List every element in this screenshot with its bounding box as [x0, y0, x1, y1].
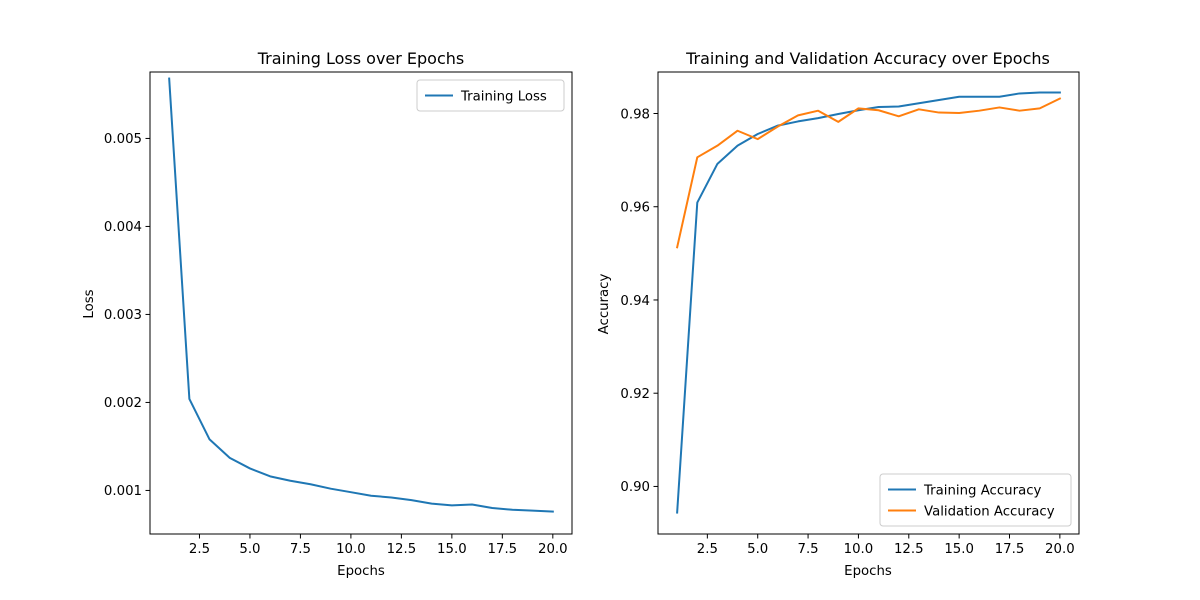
- accuracy-legend: Training Accuracy Validation Accuracy: [879, 473, 1072, 527]
- accuracy-legend-label-1: Validation Accuracy: [924, 504, 1055, 519]
- loss-x-tick-label: 17.5: [488, 542, 518, 557]
- accuracy-x-tick-label: 15.0: [944, 542, 974, 557]
- loss-plot-area: 2.5 5.0 7.5 10.0 12.5 15.0 17.5 20.0 0.001 0.002 0…: [104, 71, 573, 557]
- accuracy-y-tick-label: 0.90: [620, 480, 650, 495]
- accuracy-x-tick-label: 7.5: [797, 542, 818, 557]
- loss-y-tick-label: 0.005: [104, 132, 142, 147]
- loss-chart-title: Training Loss over Epochs: [257, 49, 465, 68]
- accuracy-plot-area: 2.5 5.0 7.5 10.0 12.5 15.0 17.5 20.0 0.90 0.92 0.9…: [620, 71, 1080, 557]
- loss-axes-frame: [149, 71, 573, 535]
- accuracy-x-tick-label: 10.0: [844, 542, 874, 557]
- loss-x-tick-label: 5.0: [239, 542, 260, 557]
- accuracy-y-tick-label: 0.98: [620, 107, 650, 122]
- loss-y-tick-label: 0.001: [104, 484, 142, 499]
- accuracy-x-tick-label: 2.5: [697, 542, 718, 557]
- accuracy-y-tick-label: 0.94: [620, 294, 650, 309]
- accuracy-x-tick-label: 5.0: [747, 542, 768, 557]
- loss-y-tick-label: 0.002: [104, 396, 142, 411]
- accuracy-y-tick-label: 0.96: [620, 201, 650, 216]
- loss-y-axis-label: Loss: [82, 289, 97, 318]
- accuracy-axes-frame: [657, 71, 1080, 535]
- accuracy-x-tick-label: 20.0: [1045, 542, 1075, 557]
- loss-legend-box: [416, 79, 565, 112]
- accuracy-x-tick-label: 17.5: [995, 542, 1025, 557]
- loss-legend: Training Loss: [416, 79, 565, 112]
- loss-chart: Training Loss over Epochs 2.5 5.0 7.5 10.0 1…: [82, 49, 573, 579]
- loss-y-tick-label: 0.004: [104, 220, 142, 235]
- loss-x-tick-label: 20.0: [538, 542, 568, 557]
- loss-x-tick-label: 2.5: [189, 542, 210, 557]
- accuracy-chart-title: Training and Validation Accuracy over Ep…: [685, 49, 1050, 68]
- loss-x-tick-label: 15.0: [437, 542, 467, 557]
- loss-legend-label-0: Training Loss: [460, 89, 547, 104]
- accuracy-x-tick-label: 12.5: [894, 542, 924, 557]
- loss-series-line-0: [168, 77, 554, 513]
- loss-x-axis-label: Epochs: [337, 564, 385, 579]
- accuracy-y-axis-label: Accuracy: [597, 274, 612, 335]
- accuracy-y-tick-label: 0.92: [620, 387, 650, 402]
- accuracy-series-line-1: [675, 97, 1062, 249]
- accuracy-chart: Training and Validation Accuracy over Ep…: [597, 49, 1080, 579]
- loss-x-tick-label: 7.5: [290, 542, 311, 557]
- accuracy-x-axis-label: Epochs: [844, 564, 892, 579]
- loss-x-tick-label: 10.0: [336, 542, 366, 557]
- loss-x-tick-label: 12.5: [387, 542, 417, 557]
- accuracy-legend-box: [879, 473, 1072, 527]
- accuracy-legend-label-0: Training Accuracy: [923, 483, 1042, 498]
- loss-y-tick-label: 0.003: [104, 308, 142, 323]
